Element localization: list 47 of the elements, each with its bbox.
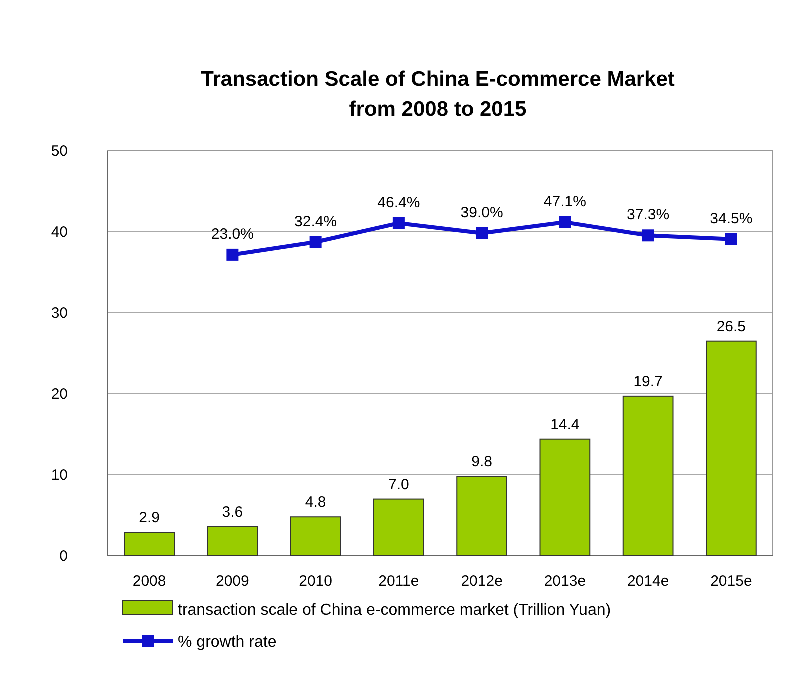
bar <box>540 438 591 556</box>
chart-title: Transaction Scale of China E-commerce Market from 2008 to 2015 <box>201 68 675 121</box>
point <box>226 248 239 261</box>
data-label: 46.4% <box>378 194 420 212</box>
point <box>392 217 405 230</box>
point <box>559 216 572 228</box>
y-tick-label: 10 <box>51 467 68 484</box>
y-tick-label: 0 <box>60 548 68 565</box>
legend-label: % growth rate <box>178 634 277 651</box>
legend-label: transaction scale of China e-commerce market (Trillion Yuan) <box>178 602 612 619</box>
data-label: 37.3% <box>627 206 670 224</box>
data-label: 32.4% <box>294 213 338 230</box>
data-label: 47.1% <box>544 193 586 210</box>
data-label: 2.9 <box>139 510 160 527</box>
point <box>310 236 322 248</box>
data-label: 23.0% <box>211 226 254 243</box>
bar <box>124 532 175 556</box>
y-tick-label: 50 <box>51 143 68 160</box>
bar <box>622 396 674 556</box>
data-label: 7.0 <box>388 476 410 494</box>
data-label: 26.5 <box>716 318 746 336</box>
data-label: 9.8 <box>472 454 492 471</box>
y-tick-label: 40 <box>51 224 68 241</box>
data-label: 34.5% <box>710 210 753 228</box>
point <box>476 227 488 240</box>
point <box>642 230 654 242</box>
x-tick-label: 2008 <box>132 573 166 590</box>
x-tick-label: 2011e <box>378 573 420 590</box>
bar <box>374 498 424 556</box>
x-tick-label: 2013e <box>544 573 586 590</box>
data-label: 19.7 <box>634 373 663 390</box>
x-tick-label: 2010 <box>299 573 332 590</box>
bar <box>207 526 258 556</box>
y-tick-label: 30 <box>51 305 68 322</box>
x-tick-label: 2009 <box>216 573 250 590</box>
bar <box>456 476 508 556</box>
data-label: 3.6 <box>222 504 244 521</box>
x-tick-label: 2012e <box>461 573 503 590</box>
x-tick-label: 2014e <box>627 573 670 590</box>
data-label: 4.8 <box>305 494 326 512</box>
y-tick-label: 20 <box>51 386 68 403</box>
point <box>725 233 738 246</box>
bar <box>706 340 757 556</box>
x-tick-label: 2015e <box>710 573 752 590</box>
bar <box>290 516 342 556</box>
data-label: 39.0% <box>460 204 504 222</box>
data-label: 14.4 <box>550 416 580 434</box>
